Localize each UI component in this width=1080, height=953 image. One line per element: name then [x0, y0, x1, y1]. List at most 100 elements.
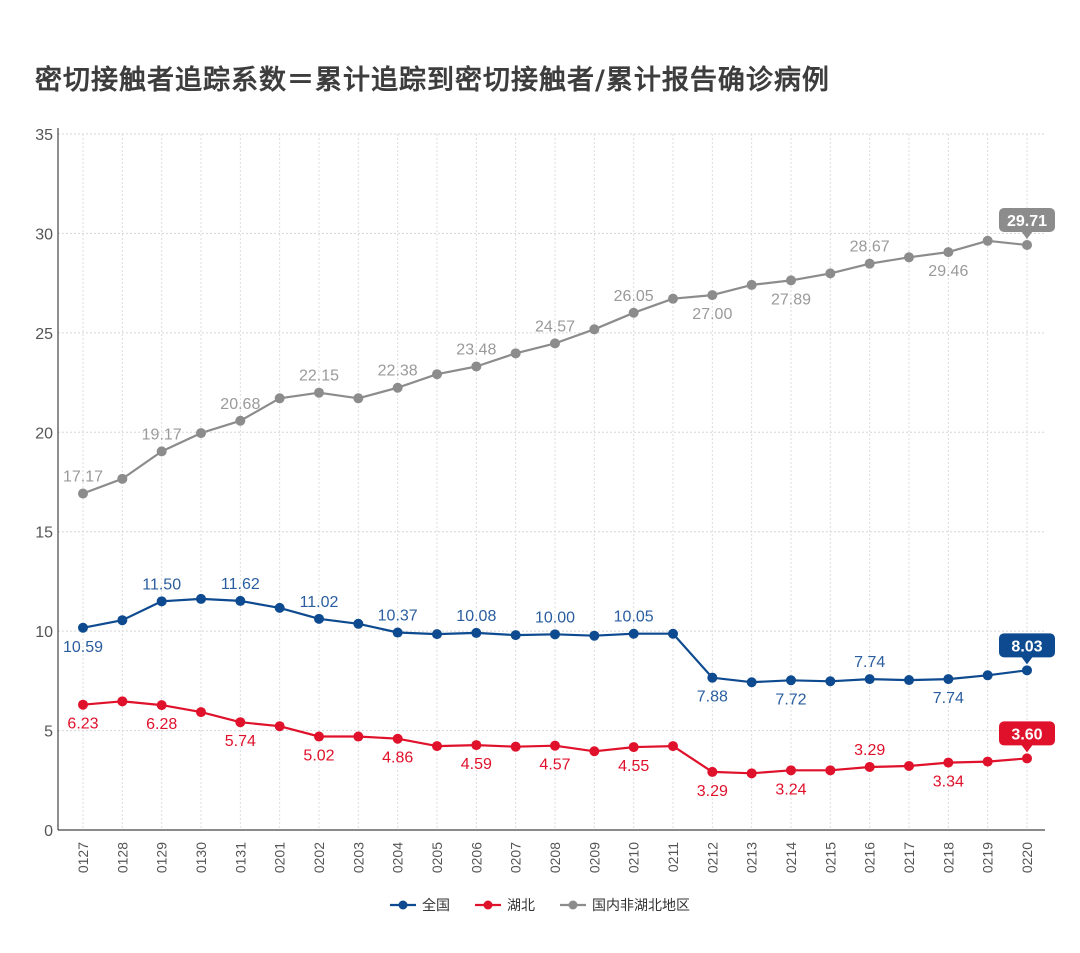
data-point — [904, 675, 914, 686]
y-tick-label: 10 — [35, 624, 53, 641]
series-lines — [78, 235, 1032, 779]
data-point — [1022, 665, 1032, 676]
data-point — [392, 733, 403, 744]
data-point — [314, 387, 324, 398]
axes: 0 5 10 15 20 25 30 35 0127 0128 0129 0130 0131 0201 02… — [35, 127, 1045, 873]
data-point — [78, 488, 88, 499]
y-tick-label: 15 — [35, 525, 53, 542]
x-tick-label: 0204 — [390, 842, 406, 873]
data-point — [353, 731, 364, 742]
x-tick-label: 0201 — [272, 842, 288, 873]
data-label: 22.38 — [378, 363, 418, 380]
data-point — [825, 676, 836, 687]
data-point — [274, 602, 285, 613]
data-label: 4.55 — [618, 758, 649, 775]
data-label: 28.67 — [850, 239, 890, 256]
data-point — [550, 740, 560, 751]
data-point — [235, 595, 246, 606]
legend-marker — [568, 900, 578, 910]
legend-label: 全国 — [422, 897, 450, 914]
data-label: 3.29 — [854, 742, 885, 759]
data-label: 5.74 — [225, 733, 256, 750]
data-point — [550, 338, 560, 349]
data-label: 5.02 — [303, 748, 334, 765]
data-point — [825, 765, 836, 776]
data-point — [786, 675, 796, 686]
data-point — [707, 766, 718, 777]
data-point — [314, 731, 324, 742]
data-label: 7.72 — [775, 691, 806, 708]
x-tick-label: 0212 — [704, 842, 720, 873]
data-point — [707, 672, 718, 683]
end-label-pointer — [1021, 656, 1033, 665]
x-tick-label: 0210 — [626, 842, 642, 873]
data-label: 11.62 — [221, 576, 260, 593]
data-point — [746, 279, 757, 290]
data-point — [78, 622, 88, 633]
data-label: 10.37 — [378, 608, 418, 625]
x-tick-label: 0205 — [429, 842, 445, 873]
end-label: 8.03 — [1011, 638, 1042, 655]
data-point — [904, 760, 914, 771]
data-label: 10.08 — [456, 608, 496, 625]
data-label: 26.05 — [614, 288, 654, 305]
data-point — [353, 618, 364, 629]
data-label: 3.29 — [697, 783, 728, 800]
data-label: 10.05 — [614, 609, 654, 626]
data-point — [510, 348, 521, 359]
data-point — [550, 629, 560, 640]
x-tick-label: 0220 — [1019, 842, 1035, 873]
data-point — [707, 290, 718, 301]
data-point — [746, 768, 757, 779]
data-point — [353, 393, 364, 404]
data-point — [196, 707, 206, 718]
data-label: 27.89 — [771, 291, 811, 308]
data-point — [589, 630, 600, 641]
x-tick-label: 0131 — [232, 842, 248, 873]
data-point — [746, 677, 757, 688]
data-label: 7.74 — [854, 654, 885, 671]
x-tick-label: 0217 — [901, 842, 917, 873]
x-tick-label: 0202 — [311, 842, 327, 873]
legend-marker — [483, 900, 493, 910]
data-label: 19.17 — [142, 426, 182, 443]
data-point — [786, 275, 796, 286]
data-point — [117, 696, 128, 707]
end-label-pointer — [1021, 230, 1033, 239]
data-point — [1022, 753, 1032, 764]
y-tick-label: 0 — [44, 823, 53, 840]
data-point — [1022, 239, 1032, 250]
data-point — [943, 757, 954, 768]
data-point — [589, 324, 600, 335]
legend-marker — [398, 900, 408, 910]
data-point — [668, 741, 678, 752]
x-tick-label: 0207 — [508, 842, 524, 873]
data-point — [392, 382, 403, 393]
x-tick-label: 0211 — [665, 842, 681, 872]
data-labels: 10.59 11.50 11.62 11.02 10.37 10.08 10.00 10.05… — [63, 207, 1055, 800]
end-label-box — [999, 721, 1055, 746]
data-point — [510, 741, 521, 752]
data-label: 27.00 — [692, 306, 732, 323]
legend-label: 湖北 — [507, 898, 535, 914]
data-point — [628, 742, 639, 753]
data-point — [628, 307, 639, 318]
data-point — [117, 473, 128, 484]
data-point — [117, 615, 128, 626]
data-label: 11.50 — [142, 576, 181, 593]
data-point — [510, 630, 521, 641]
data-point — [628, 628, 639, 639]
data-point — [864, 674, 875, 685]
data-point — [78, 699, 88, 710]
end-label-box — [999, 633, 1055, 658]
data-point — [943, 674, 954, 685]
end-label-pointer — [1021, 744, 1033, 753]
data-point — [196, 593, 206, 604]
y-tick-label: 5 — [44, 724, 53, 741]
x-tick-label: 0130 — [193, 842, 209, 873]
data-point — [943, 247, 954, 258]
data-point — [668, 628, 678, 639]
data-label: 3.24 — [775, 781, 806, 798]
x-tick-label: 0127 — [75, 842, 91, 873]
